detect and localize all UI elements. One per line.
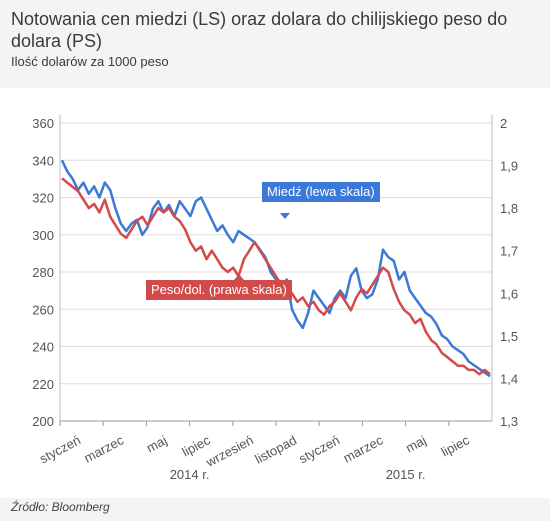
left-axis-tick-label: 300 (32, 228, 54, 243)
chart-area: 200 220 240 260 280 300 320 340 360 1,3 1,4 1,5 1,6 1… (0, 88, 550, 498)
x-axis-tick-label: styczeń (37, 432, 83, 466)
peso-annotation: Peso/dol. (prawa skala) (146, 280, 292, 300)
peso-annotation-pointer (234, 274, 244, 280)
right-axis-tick-label: 1,9 (500, 159, 518, 174)
line-chart: 200 220 240 260 280 300 320 340 360 1,3 1,4 1,5 1,6 1… (32, 115, 518, 482)
left-axis-tick-label: 240 (32, 340, 54, 355)
left-axis-tick-label: 340 (32, 153, 54, 168)
right-axis-tick-label: 1,5 (500, 329, 518, 344)
copper-annotation-pointer (280, 213, 290, 219)
right-axis-tick-label: 1,8 (500, 201, 518, 216)
x-axis-tick-label: maj (144, 432, 170, 455)
left-axis-tick-label: 200 (32, 414, 54, 429)
right-axis-tick-label: 1,4 (500, 371, 518, 386)
x-axis-tick-label: styczeń (296, 432, 342, 466)
left-axis-tick-label: 280 (32, 265, 54, 280)
right-axis-tick-label: 1,7 (500, 244, 518, 259)
x-axis-tick-label: marzec (82, 432, 127, 465)
left-axis-tick-label: 320 (32, 191, 54, 206)
left-axis-tick-label: 220 (32, 377, 54, 392)
chart-subtitle: Ilość dolarów za 1000 peso (11, 54, 169, 69)
chart-title: Notowania cen miedzi (LS) oraz dolara do… (11, 9, 508, 51)
left-axis-tick-label: 260 (32, 302, 54, 317)
year-label: 2014 r. (170, 467, 210, 482)
right-axis-tick-label: 1,6 (500, 286, 518, 301)
source-note: Źródło: Bloomberg (11, 500, 110, 514)
year-label: 2015 r. (386, 467, 426, 482)
copper-annotation: Miedź (lewa skala) (262, 182, 380, 202)
x-axis-tick-label: listopad (252, 432, 299, 466)
x-axis-tick-label: wrzesień (203, 432, 256, 470)
right-axis-tick-label: 2 (500, 116, 507, 131)
left-axis-tick-label: 360 (32, 116, 54, 131)
x-axis-tick-label: maj (403, 432, 429, 455)
x-axis-tick-label: lipiec (439, 432, 473, 459)
x-axis-tick-label: marzec (341, 432, 386, 465)
right-axis-tick-label: 1,3 (500, 414, 518, 429)
copper-series-line (60, 159, 491, 378)
peso-series-line (61, 177, 491, 376)
